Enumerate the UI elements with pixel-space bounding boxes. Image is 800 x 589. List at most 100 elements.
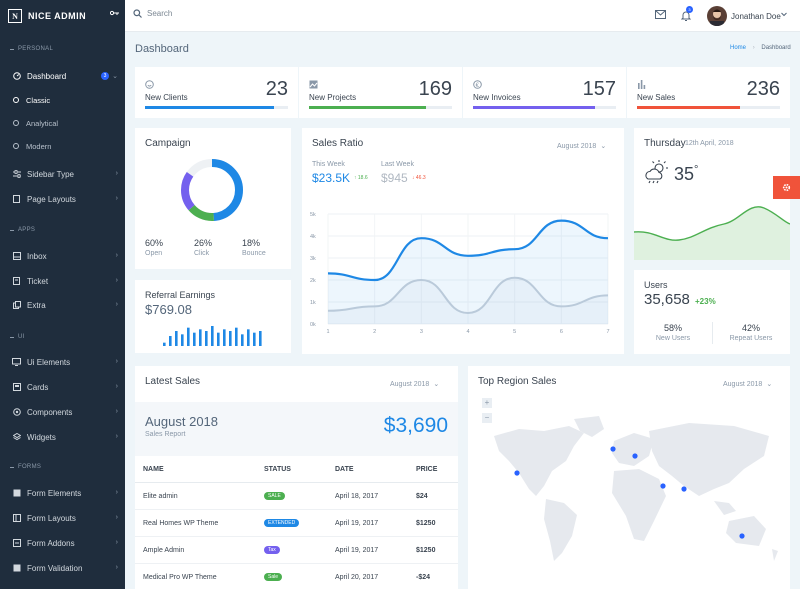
weather-area-chart: [634, 206, 790, 260]
column-header[interactable]: NAME: [143, 466, 164, 473]
sidebar-item-form-layouts[interactable]: Form Layouts ›: [12, 511, 120, 525]
chevron-right-icon: ›: [115, 408, 118, 415]
stat-value: 236: [746, 78, 780, 100]
map-marker[interactable]: [739, 533, 745, 539]
map-marker[interactable]: [632, 453, 638, 459]
sidebar-item-ticket[interactable]: Ticket ›: [12, 274, 120, 288]
sidebar-item-ui-elements[interactable]: Ui Elements ›: [12, 355, 120, 369]
europe: [612, 433, 654, 466]
search-input[interactable]: Search: [133, 9, 172, 18]
mail-icon[interactable]: [655, 10, 666, 19]
stat-progress-fill: [145, 106, 274, 109]
stat-value: 157: [582, 78, 616, 100]
gear-icon: [782, 183, 791, 192]
user-name[interactable]: Jonathan Doe: [731, 12, 781, 21]
sidebar-item-sidebar-type[interactable]: Sidebar Type ›: [12, 167, 120, 181]
settings-toggle[interactable]: [773, 176, 800, 199]
sidebar-item-label: Ui Elements: [27, 357, 71, 367]
search-icon: [133, 9, 142, 18]
map-marker[interactable]: [514, 470, 520, 476]
circle-icon: [13, 97, 19, 103]
component-icon: [12, 408, 21, 417]
referral-bar: [211, 326, 214, 346]
image-icon: [309, 80, 318, 89]
referral-bar: [205, 331, 208, 346]
latest-sales-card: Latest Sales August 2018 ⌄ August 2018 Sa…: [135, 366, 458, 589]
layers-icon: [12, 433, 21, 442]
stat-label: New Invoices: [473, 93, 521, 102]
validation-icon: [12, 564, 21, 573]
africa: [612, 469, 666, 541]
period-select[interactable]: August 2018 ⌄: [723, 380, 773, 389]
map-marker[interactable]: [660, 483, 666, 489]
sliders-icon: [12, 170, 21, 179]
card-title: Referral Earnings: [145, 290, 216, 300]
chevron-right-icon: ›: [115, 433, 118, 440]
campaign-bounce-value: 18%: [242, 238, 261, 248]
chevron-down-icon: ⌄: [766, 381, 773, 388]
chevron-down-icon[interactable]: [781, 12, 787, 17]
referral-bar: [187, 327, 190, 346]
sidebar-item-components[interactable]: Components ›: [12, 405, 120, 419]
period-select[interactable]: August 2018 ⌄: [390, 380, 440, 389]
donut-slice-open: [181, 159, 243, 221]
sidebar-item-inbox[interactable]: Inbox ›: [12, 249, 120, 263]
status-badge: SALE: [264, 492, 285, 500]
users-value: 35,658: [644, 291, 690, 308]
sidebar-subitem-classic[interactable]: Classic: [13, 93, 121, 107]
dashboard-badge: 3: [101, 72, 109, 80]
weather-line: [634, 206, 790, 241]
world-map: [494, 416, 778, 561]
sidebar-item-label: Cards: [27, 382, 49, 392]
south-america: [544, 499, 577, 561]
sidebar-item-cards[interactable]: Cards ›: [12, 380, 120, 394]
map-zoom-out-button[interactable]: −: [482, 413, 492, 423]
donut-slice-bounce: [181, 159, 243, 221]
sidebar-item-extra[interactable]: Extra ›: [12, 298, 120, 312]
inbox-icon: [12, 252, 21, 261]
campaign-open-label: Open: [145, 250, 163, 257]
map-zoom-in-button[interactable]: +: [482, 398, 492, 408]
sidebar-subitem-modern[interactable]: Modern: [13, 139, 121, 153]
map-marker[interactable]: [681, 486, 687, 492]
users-change: +23%: [695, 297, 716, 306]
weather-date: 12th April, 2018: [685, 140, 734, 147]
referral-bar: [253, 332, 256, 346]
column-header[interactable]: PRICE: [416, 466, 438, 473]
referral-bar: [169, 336, 172, 346]
sidebar-item-label: Sidebar Type: [27, 169, 74, 179]
sales-report-month: August 2018: [145, 414, 219, 429]
sidebar-item-widgets[interactable]: Widgets ›: [12, 430, 120, 444]
sidebar-item-form-elements[interactable]: Form Elements ›: [12, 486, 120, 500]
sidebar-item-form-addons[interactable]: Form Addons ›: [12, 536, 120, 550]
page-title: Dashboard: [135, 43, 189, 55]
sidebar-item-page-layouts[interactable]: Page Layouts ›: [12, 192, 120, 206]
brand[interactable]: N NICE ADMIN: [0, 0, 125, 32]
table-row[interactable]: Ample Admin Tax April 19, 2017 $1250: [135, 537, 458, 564]
chevron-right-icon: ›: [115, 301, 118, 308]
table-row[interactable]: Medical Pro WP Theme Sale April 20, 2017…: [135, 564, 458, 589]
column-header[interactable]: STATUS: [264, 466, 291, 473]
series-line-1: [327, 276, 609, 315]
map-marker[interactable]: [610, 446, 616, 452]
sidebar-item-form-validation[interactable]: Form Validation ›: [12, 561, 120, 575]
chevron-down-icon: ⌄: [433, 381, 440, 388]
period-select-value: August 2018: [557, 142, 597, 150]
weather-area: [634, 206, 790, 260]
x-tick-label: 4: [467, 329, 470, 335]
column-header[interactable]: DATE: [335, 466, 354, 473]
table-row[interactable]: Elite admin SALE April 18, 2017 $24: [135, 483, 458, 510]
series-line-0: [327, 219, 609, 282]
stat-progress: [637, 106, 780, 109]
top-region-card: Top Region Sales August 2018 ⌄ + −: [468, 366, 790, 589]
period-select[interactable]: August 2018 ⌄: [557, 142, 606, 151]
last-week-change: ↓ 46.3: [412, 175, 426, 181]
sidebar-item-dashboard[interactable]: Dashboard 3 ⌄: [12, 69, 120, 83]
breadcrumb-home[interactable]: Home: [730, 45, 747, 51]
stat-card-clients: New Clients 23: [135, 67, 298, 118]
table-row[interactable]: Real Homes WP Theme EXTENDED April 19, 2…: [135, 510, 458, 537]
sidebar-subitem-analytical[interactable]: Analytical: [13, 116, 121, 130]
form-icon: [12, 489, 21, 498]
avatar[interactable]: [707, 6, 727, 26]
sidebar-toggle-icon[interactable]: [110, 10, 119, 16]
